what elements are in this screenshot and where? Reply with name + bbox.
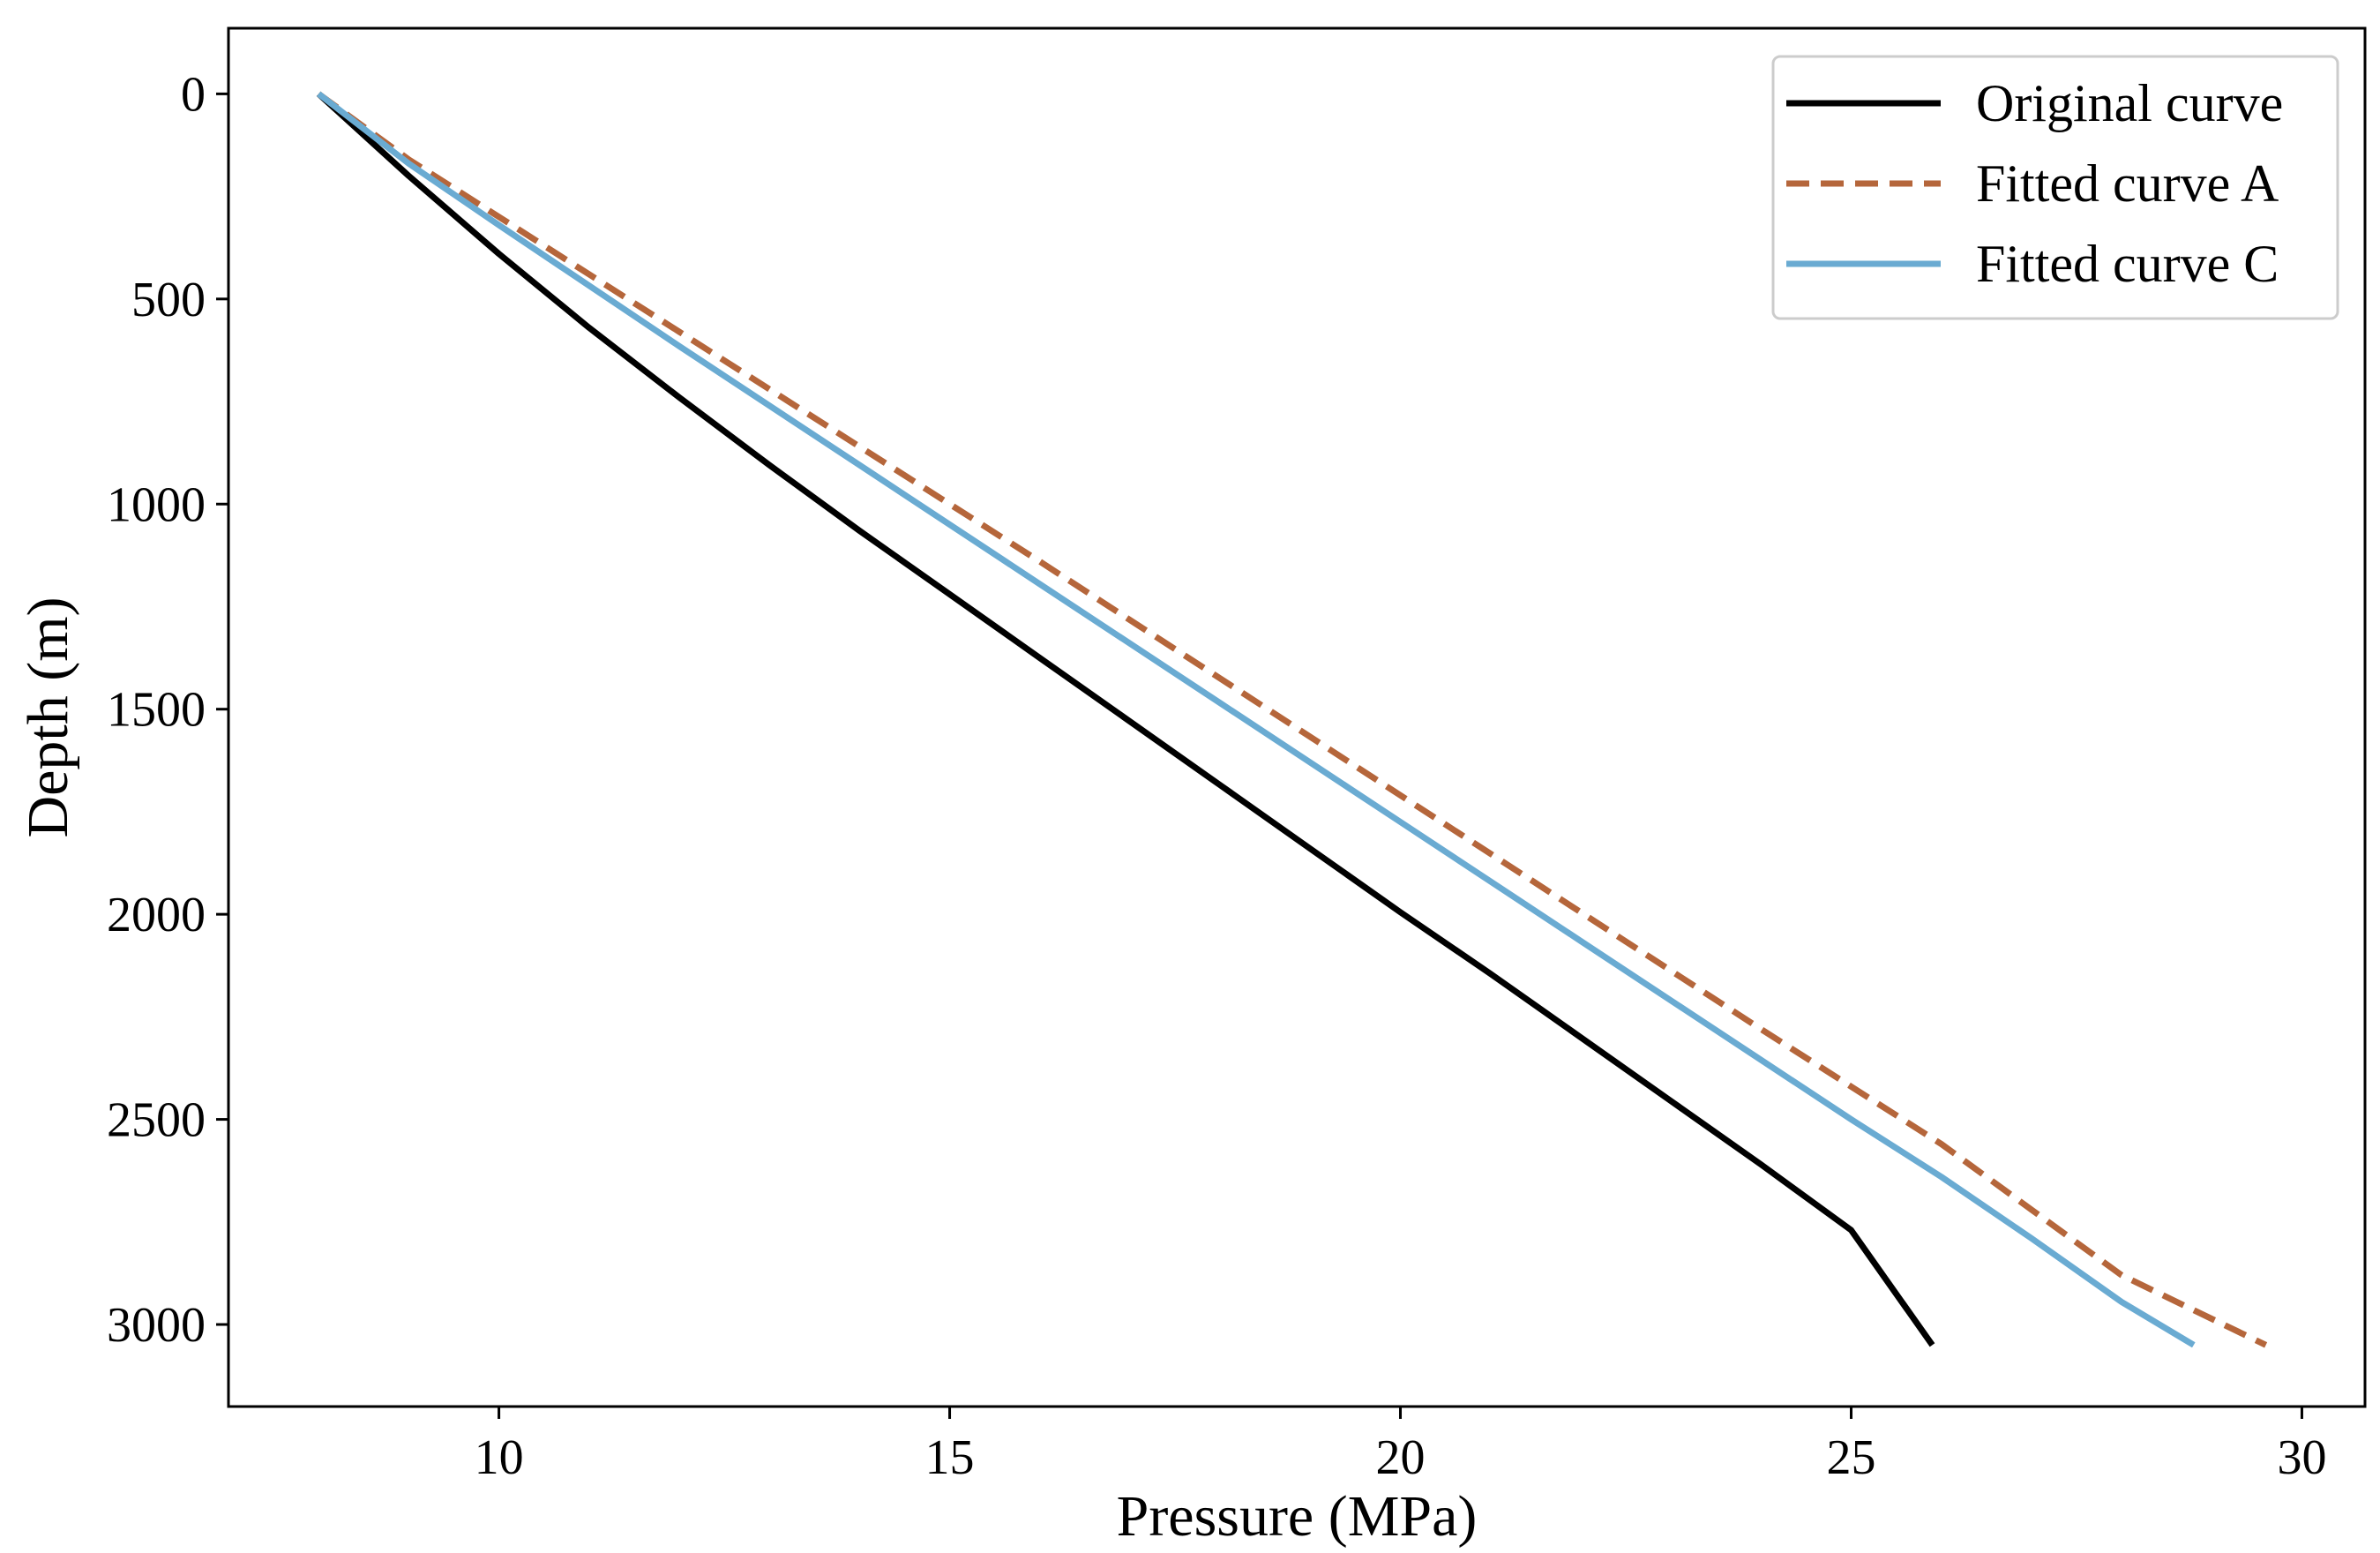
legend-label-fitted-curve-a: Fitted curve A [1976, 154, 2279, 213]
x-tick-label: 25 [1826, 1430, 1875, 1485]
y-tick-label: 1000 [107, 477, 206, 532]
series-line-original-curve [316, 91, 1935, 1347]
series-line-fitted-curve-a [317, 91, 2268, 1348]
y-tick-label: 0 [181, 67, 206, 122]
legend-frame [1771, 55, 2339, 320]
y-tick-label: 2500 [107, 1093, 206, 1148]
y-axis-label: Depth (m) [16, 596, 80, 837]
legend-label-original-curve: Original curve [1976, 74, 2283, 132]
x-axis-label: Pressure (MPa) [1117, 1484, 1478, 1549]
y-tick-label: 1500 [107, 683, 206, 738]
x-axis-ticks: 10 15 20 25 30 [475, 1407, 2326, 1485]
x-tick-label: 20 [1376, 1430, 1426, 1485]
legend-label-fitted-curve-c: Fitted curve C [1976, 235, 2279, 293]
y-tick-label: 500 [131, 273, 206, 327]
x-tick-label: 30 [2277, 1430, 2326, 1485]
x-tick-label: 15 [925, 1430, 975, 1485]
y-axis-ticks: 0 500 1000 1500 2000 2500 3000 [107, 67, 228, 1353]
y-tick-label: 2000 [107, 888, 206, 942]
series-layer [316, 91, 2268, 1348]
plot-area [227, 26, 2367, 1408]
legend: Original curve Fitted curve A Fitted curve… [1771, 55, 2339, 320]
series-line-fitted-curve-c [317, 91, 2196, 1348]
x-tick-label: 10 [475, 1430, 524, 1485]
y-tick-label: 3000 [107, 1298, 206, 1353]
